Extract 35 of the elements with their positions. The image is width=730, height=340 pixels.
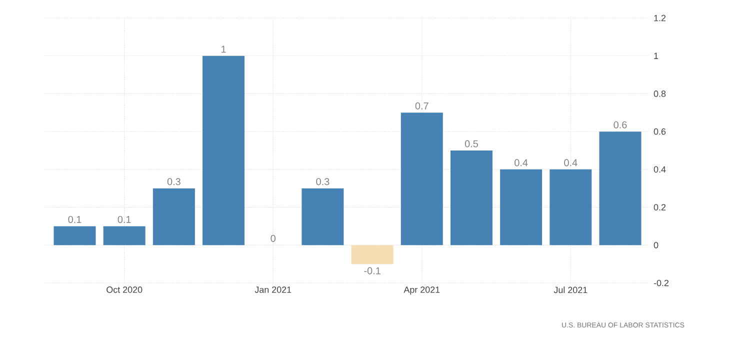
data-label: 0 <box>270 234 276 242</box>
data-label: 0.1 <box>118 216 131 224</box>
bar <box>450 150 492 246</box>
data-label: 0.4 <box>514 159 528 166</box>
data-label: 0.7 <box>415 102 428 110</box>
bar <box>103 226 146 246</box>
y-tick-label: 0.4 <box>654 166 666 173</box>
x-tick-label: Apr 2021 <box>404 286 440 295</box>
bar <box>351 245 394 264</box>
bar <box>302 188 344 246</box>
bar <box>54 226 96 246</box>
bar <box>550 169 592 246</box>
x-tick-label: Jan 2021 <box>254 286 292 293</box>
y-tick-label: 1.2 <box>654 14 666 22</box>
data-label: -0.1 <box>364 267 380 274</box>
y-tick-label: 0.6 <box>654 128 666 135</box>
y-tick-label: 1 <box>654 52 658 59</box>
y-tick-label: -0.2 <box>654 280 669 286</box>
data-label: 0.6 <box>614 121 627 128</box>
data-label: 0.4 <box>564 159 578 166</box>
y-tick-label: 0.8 <box>654 90 666 97</box>
bar <box>202 56 245 246</box>
x-tick-label: Oct 2020 <box>106 286 142 293</box>
data-label: 1 <box>222 46 226 53</box>
x-tick-label: Jul 2021 <box>554 286 588 294</box>
data-label: 0.3 <box>316 178 330 186</box>
data-label: 0.1 <box>68 216 82 224</box>
data-label: 0.5 <box>464 140 478 148</box>
bar <box>500 169 542 246</box>
bar <box>152 188 195 246</box>
y-tick-label: 0.2 <box>654 204 666 210</box>
y-tick-label: 0 <box>654 242 658 248</box>
bar <box>400 112 443 246</box>
data-label: 0.3 <box>167 178 180 186</box>
bar <box>599 132 642 246</box>
